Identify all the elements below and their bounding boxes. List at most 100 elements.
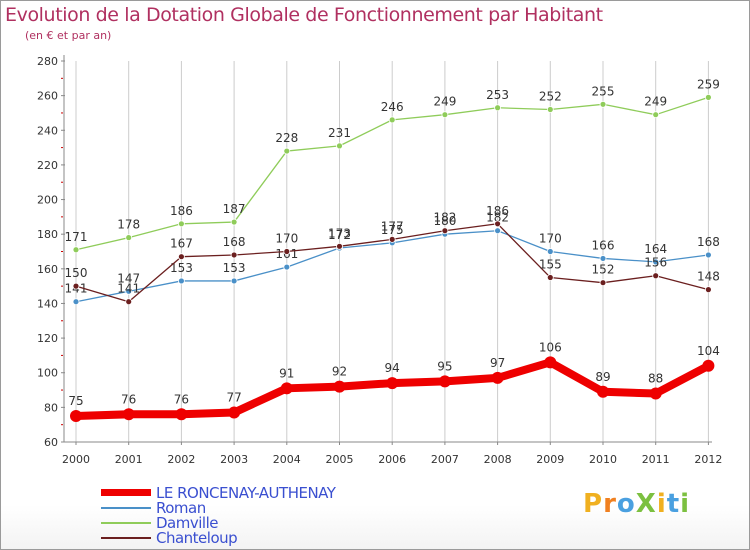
data-point	[72, 298, 80, 306]
data-label: 95	[437, 359, 452, 373]
data-label: 156	[644, 256, 667, 270]
x-tick-label: 2000	[62, 453, 90, 466]
data-label: 246	[381, 100, 404, 114]
data-label: 178	[117, 218, 140, 232]
data-point	[705, 93, 712, 101]
data-label: 147	[117, 271, 140, 285]
data-point	[491, 371, 504, 384]
data-label: 253	[486, 88, 509, 102]
data-label: 76	[174, 392, 189, 406]
y-tick-label: 240	[37, 124, 58, 137]
x-tick-label: 2011	[642, 453, 670, 466]
data-label: 166	[592, 238, 615, 252]
data-point	[228, 406, 241, 419]
data-point	[705, 251, 712, 259]
data-label: 186	[170, 204, 193, 218]
legend-swatch	[101, 507, 151, 509]
proxiti-logo: ProXiti	[583, 489, 690, 519]
x-tick-label: 2008	[484, 453, 512, 466]
data-label: 97	[490, 356, 505, 370]
logo-letter: P	[583, 489, 604, 519]
chart-title: Evolution de la Dotation Globale de Fonc…	[5, 4, 603, 26]
data-label: 252	[539, 89, 562, 103]
data-label: 168	[223, 235, 246, 249]
data-label: 164	[644, 242, 667, 256]
data-point	[702, 359, 715, 372]
data-point	[175, 408, 188, 421]
data-point	[333, 380, 346, 393]
x-tick-label: 2009	[536, 453, 564, 466]
data-label: 153	[223, 261, 246, 275]
data-label: 167	[170, 237, 193, 251]
data-label: 141	[117, 282, 140, 296]
data-label: 259	[697, 77, 720, 91]
data-label: 187	[223, 202, 246, 216]
data-label: 75	[68, 394, 83, 408]
y-tick-label: 140	[37, 297, 58, 310]
data-label: 172	[328, 228, 351, 242]
data-point	[122, 408, 135, 421]
x-tick-label: 2005	[326, 453, 354, 466]
data-label: 177	[381, 219, 404, 233]
data-label: 155	[539, 257, 562, 271]
data-point	[280, 382, 293, 395]
data-point	[230, 251, 238, 259]
y-tick-label: 280	[37, 55, 58, 68]
data-label: 91	[279, 366, 294, 380]
y-tick-label: 220	[37, 159, 58, 172]
data-point	[599, 279, 607, 287]
data-label: 255	[592, 84, 615, 98]
logo-letter: i	[680, 489, 691, 519]
data-label: 77	[226, 391, 241, 405]
data-point	[283, 263, 291, 271]
legend-swatch	[101, 522, 151, 524]
data-label: 88	[648, 372, 663, 386]
y-tick-label: 120	[37, 332, 58, 345]
logo-letter: i	[656, 489, 667, 519]
data-point	[652, 272, 660, 280]
data-label: 249	[644, 95, 667, 109]
data-point	[125, 298, 133, 306]
data-point	[386, 377, 399, 390]
data-point	[494, 227, 502, 235]
data-label: 170	[275, 232, 298, 246]
data-point	[70, 410, 82, 423]
data-point	[177, 253, 185, 261]
data-label: 186	[486, 204, 509, 218]
data-label: 180	[433, 214, 456, 228]
data-label: 104	[697, 344, 720, 358]
x-tick-label: 2012	[694, 453, 722, 466]
data-point	[494, 104, 502, 112]
data-label: 182	[433, 211, 456, 225]
data-label: 170	[539, 232, 562, 246]
data-label: 106	[539, 340, 562, 354]
data-point	[177, 277, 185, 285]
x-tick-label: 2010	[589, 453, 617, 466]
data-label: 173	[328, 226, 351, 240]
data-point	[546, 248, 554, 255]
data-point	[336, 242, 343, 250]
x-tick-label: 2007	[431, 453, 459, 466]
data-point	[494, 220, 502, 228]
logo-letter: X	[635, 489, 657, 519]
data-point	[599, 100, 607, 108]
data-label: 89	[595, 370, 610, 384]
legend-swatch	[101, 537, 151, 539]
data-label: 168	[697, 235, 720, 249]
data-point	[438, 375, 451, 388]
data-point	[544, 356, 557, 369]
data-label: 228	[275, 131, 298, 145]
logo-letter: o	[616, 489, 636, 519]
data-label: 153	[170, 261, 193, 275]
data-label: 182	[486, 211, 509, 225]
x-tick-label: 2003	[220, 453, 248, 466]
data-label: 150	[65, 266, 88, 280]
data-point	[388, 116, 396, 124]
data-point	[72, 282, 80, 290]
x-tick-label: 2001	[115, 453, 143, 466]
series-damville: 171 178 186 187 228 231 246 249 253 252 255 249 259	[65, 77, 720, 254]
data-point	[441, 111, 449, 119]
y-tick-label: 100	[37, 367, 58, 380]
